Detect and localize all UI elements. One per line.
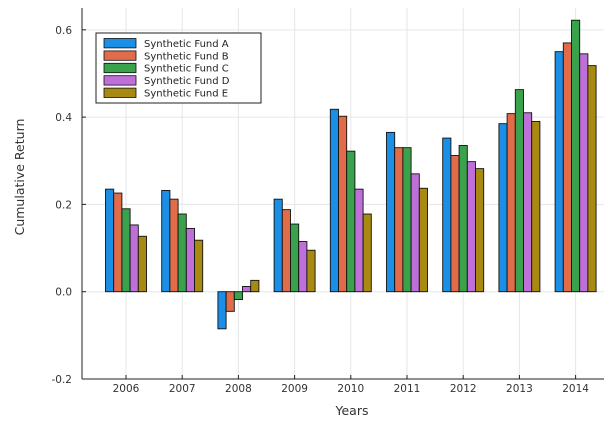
bar-synthetic-fund-b-2008 <box>225 291 235 312</box>
bar-synthetic-fund-d-2010 <box>354 188 364 293</box>
bar-synthetic-fund-a-2014 <box>554 51 564 293</box>
bar-synthetic-fund-e-2008 <box>250 279 260 293</box>
bar-synthetic-fund-c-2006 <box>121 208 131 293</box>
x-tick-label: 2010 <box>337 383 364 395</box>
legend-swatch <box>103 62 137 74</box>
bar-synthetic-fund-a-2013 <box>498 123 508 293</box>
legend-label: Synthetic Fund C <box>144 64 229 75</box>
bar-synthetic-fund-c-2007 <box>177 213 187 293</box>
legend-label: Synthetic Fund B <box>144 51 229 62</box>
x-tick-label: 2014 <box>562 383 589 395</box>
bar-synthetic-fund-d-2007 <box>185 227 195 293</box>
axes <box>81 8 604 380</box>
x-tick-label: 2007 <box>169 383 196 395</box>
y-tick-label: 0.2 <box>55 199 72 211</box>
y-axis-title: Cumulative Return <box>12 119 27 236</box>
bar-synthetic-fund-d-2008 <box>242 286 252 293</box>
bar-synthetic-fund-d-2006 <box>129 224 139 293</box>
legend-label: Synthetic Fund E <box>144 89 228 100</box>
bar-synthetic-fund-c-2012 <box>458 145 468 293</box>
bar-synthetic-fund-b-2014 <box>562 42 572 293</box>
bar-synthetic-fund-a-2012 <box>442 137 452 293</box>
x-tick-label: 2012 <box>450 383 477 395</box>
bar-synthetic-fund-d-2011 <box>410 173 420 293</box>
bar-synthetic-fund-e-2011 <box>418 187 428 293</box>
y-tick-label: 0.0 <box>55 287 72 299</box>
x-tick-label: 2013 <box>506 383 533 395</box>
bar-synthetic-fund-a-2010 <box>329 108 339 293</box>
bars <box>105 19 597 330</box>
bar-synthetic-fund-b-2009 <box>281 209 291 293</box>
legend-swatch <box>103 87 137 98</box>
bar-synthetic-fund-a-2007 <box>161 189 171 293</box>
legend-swatch <box>103 38 137 49</box>
bar-synthetic-fund-b-2006 <box>113 192 123 293</box>
bar-synthetic-fund-d-2013 <box>523 112 533 293</box>
bar-synthetic-fund-b-2013 <box>506 113 516 293</box>
bar-synthetic-fund-b-2007 <box>169 198 179 293</box>
bar-synthetic-fund-e-2014 <box>587 65 597 293</box>
bar-synthetic-fund-b-2012 <box>450 155 460 293</box>
x-tick-label: 2009 <box>281 383 308 395</box>
bar-synthetic-fund-d-2009 <box>298 241 308 293</box>
bar-synthetic-fund-c-2008 <box>233 291 243 301</box>
bar-synthetic-fund-e-2013 <box>531 121 541 293</box>
y-tick-label: 0.4 <box>55 112 72 124</box>
y-tick-label: -0.2 <box>52 374 73 386</box>
bar-synthetic-fund-d-2012 <box>466 161 476 293</box>
x-tick-label: 2011 <box>394 383 421 395</box>
legend-swatch <box>103 75 137 86</box>
legend-label: Synthetic Fund D <box>144 76 230 87</box>
legend-swatch <box>103 50 137 61</box>
bar-synthetic-fund-a-2008 <box>217 291 227 330</box>
bar-synthetic-fund-e-2012 <box>475 168 485 293</box>
bar-synthetic-fund-c-2013 <box>514 89 524 293</box>
x-axis-title: Years <box>335 403 369 418</box>
bar-synthetic-fund-c-2010 <box>346 150 356 293</box>
bar-synthetic-fund-c-2009 <box>290 223 300 293</box>
bar-synthetic-fund-d-2014 <box>579 53 589 293</box>
bar-synthetic-fund-e-2006 <box>137 235 147 293</box>
bar-synthetic-fund-b-2010 <box>338 115 348 293</box>
bar-synthetic-fund-a-2006 <box>105 188 115 293</box>
x-tick-label: 2008 <box>225 383 252 395</box>
legend-label: Synthetic Fund A <box>144 39 229 50</box>
bar-synthetic-fund-e-2009 <box>306 249 316 293</box>
bar-synthetic-fund-a-2011 <box>386 131 396 293</box>
bar-synthetic-fund-e-2010 <box>362 213 372 293</box>
bar-synthetic-fund-c-2011 <box>402 147 412 293</box>
tick-labels: -0.2 0.0 0.2 0.4 0.6 2006 2007 2008 2009 2010 2011… <box>52 25 590 395</box>
bar-synthetic-fund-a-2009 <box>273 198 283 293</box>
y-tick-label: 0.6 <box>55 25 72 37</box>
bar-synthetic-fund-e-2007 <box>194 239 204 293</box>
bar-synthetic-fund-c-2014 <box>571 19 581 293</box>
x-tick-label: 2006 <box>113 383 140 395</box>
bar-synthetic-fund-b-2011 <box>394 147 404 293</box>
